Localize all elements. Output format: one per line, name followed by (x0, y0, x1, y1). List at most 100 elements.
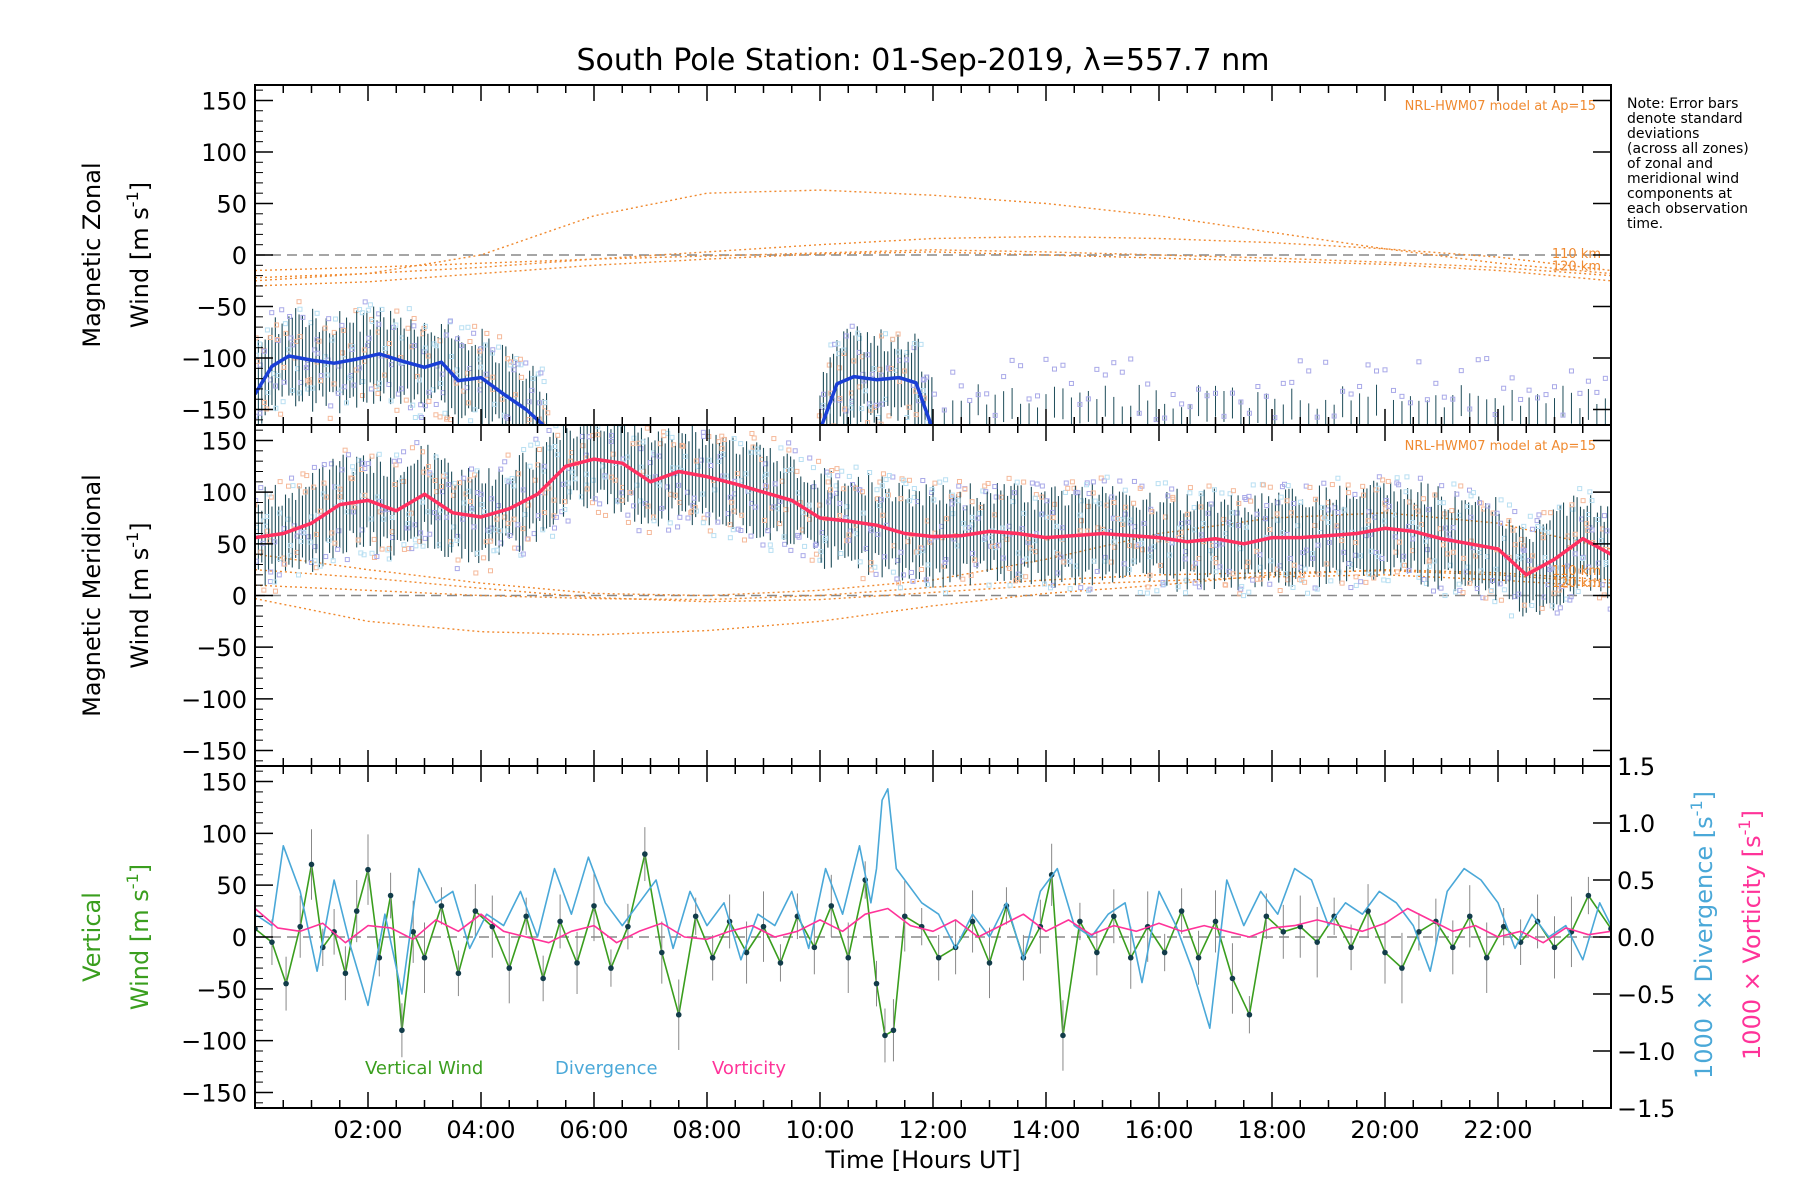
observation-dot (302, 489, 308, 495)
note-line: each observation (1627, 201, 1748, 217)
observation-dot (507, 362, 513, 368)
observation-dot (481, 509, 487, 515)
observation-dot (361, 552, 367, 558)
observation-dot (265, 389, 271, 395)
observation-dot (1258, 576, 1264, 582)
observation-dot (451, 524, 457, 530)
observation-dot (783, 468, 789, 474)
observation-dot (800, 509, 806, 515)
observation-dot (807, 455, 813, 461)
observation-dot (1346, 561, 1352, 567)
vertical-wind-point (1551, 944, 1558, 951)
observation-dot (455, 557, 461, 563)
observation-dot (1360, 483, 1366, 489)
observation-dot (472, 323, 478, 329)
observation-dot (331, 329, 337, 335)
observation-dot (782, 541, 788, 547)
observation-dot (1427, 563, 1433, 569)
observation-dot (1458, 483, 1464, 489)
observation-dot (459, 325, 465, 331)
model-label: NRL-HWM07 model at Ap=15 (1405, 99, 1596, 114)
observation-dot (980, 488, 986, 494)
observation-dot (307, 379, 313, 385)
observation-dot (1368, 548, 1374, 554)
observation-dot (355, 537, 361, 543)
observation-dot (375, 390, 381, 396)
y-tick-label: −100 (181, 1028, 247, 1056)
observation-dot (1029, 548, 1035, 554)
observation-dot (1345, 482, 1351, 488)
vertical-wind-point (410, 929, 417, 935)
observation-dot (495, 503, 501, 509)
observation-dot (274, 337, 280, 343)
observation-dot (700, 429, 706, 435)
x-tick-label: 20:00 (1350, 1116, 1419, 1144)
observation-dot (554, 452, 560, 458)
observation-dot (368, 386, 374, 392)
vertical-wind-point (387, 892, 394, 899)
vertical-wind-point (1263, 913, 1270, 920)
observation-dot (1560, 412, 1566, 418)
observation-dot (1221, 413, 1227, 419)
observation-dot (886, 473, 892, 479)
observation-dot (327, 415, 333, 421)
observation-dot (1332, 505, 1338, 511)
observation-dot (700, 491, 706, 497)
observation-dot (411, 323, 417, 329)
observation-dot (721, 436, 727, 442)
observation-dot (956, 483, 962, 489)
observation-dot (767, 542, 773, 548)
observation-dot (301, 529, 307, 535)
observation-dot (1061, 559, 1067, 565)
observation-dot (507, 533, 513, 539)
observation-dot (715, 519, 721, 525)
observation-dot (1021, 479, 1027, 485)
right-axis-tick-label: 1.5 (1617, 753, 1655, 781)
observation-dot (1569, 502, 1575, 508)
observation-dot (888, 365, 894, 371)
observation-dot (1498, 520, 1504, 526)
observation-dot (1217, 564, 1223, 570)
observation-dot (469, 466, 475, 472)
observation-dot (492, 401, 498, 407)
observation-dot (336, 528, 342, 534)
observation-dot (1032, 538, 1038, 544)
observation-dot (1051, 366, 1057, 372)
observation-dot (282, 561, 288, 567)
vertical-wind-point (1483, 954, 1490, 961)
vertical-wind-point (659, 949, 665, 956)
observation-dot (1058, 554, 1064, 560)
observation-dot (1178, 529, 1184, 535)
observation-dot (430, 387, 436, 393)
observation-dot (469, 505, 475, 511)
vertical-wind-point (692, 913, 699, 920)
observation-dot (897, 431, 901, 435)
observation-dot (1021, 510, 1027, 516)
observation-dot (1283, 571, 1289, 577)
observation-dot (1053, 523, 1059, 529)
observation-dot (509, 475, 515, 481)
model-label: NRL-HWM07 model at Ap=15 (1405, 439, 1596, 454)
y-tick-label: −50 (196, 976, 247, 1004)
observation-dot (332, 316, 338, 322)
observation-dot (541, 510, 547, 516)
observation-dot (846, 537, 852, 543)
observation-dot (525, 536, 531, 542)
observation-dot (669, 465, 675, 471)
observation-dot (1239, 584, 1245, 590)
observation-dot (421, 469, 427, 475)
observation-dot (359, 527, 365, 533)
observation-dot (1604, 528, 1610, 534)
observation-dot (877, 366, 883, 372)
observation-dot (409, 546, 415, 552)
observation-dot (1454, 491, 1460, 497)
observation-dot (592, 496, 598, 502)
observation-dot (1229, 390, 1235, 396)
observation-dot (339, 467, 345, 473)
observation-dot (1579, 555, 1585, 561)
observation-dot (275, 372, 281, 378)
observation-dot (1039, 511, 1045, 517)
observation-dot (943, 477, 949, 483)
observation-dot (349, 476, 355, 482)
right-axis-label-vorticity: 1000 × Vorticity [s-1] (1735, 810, 1766, 1060)
